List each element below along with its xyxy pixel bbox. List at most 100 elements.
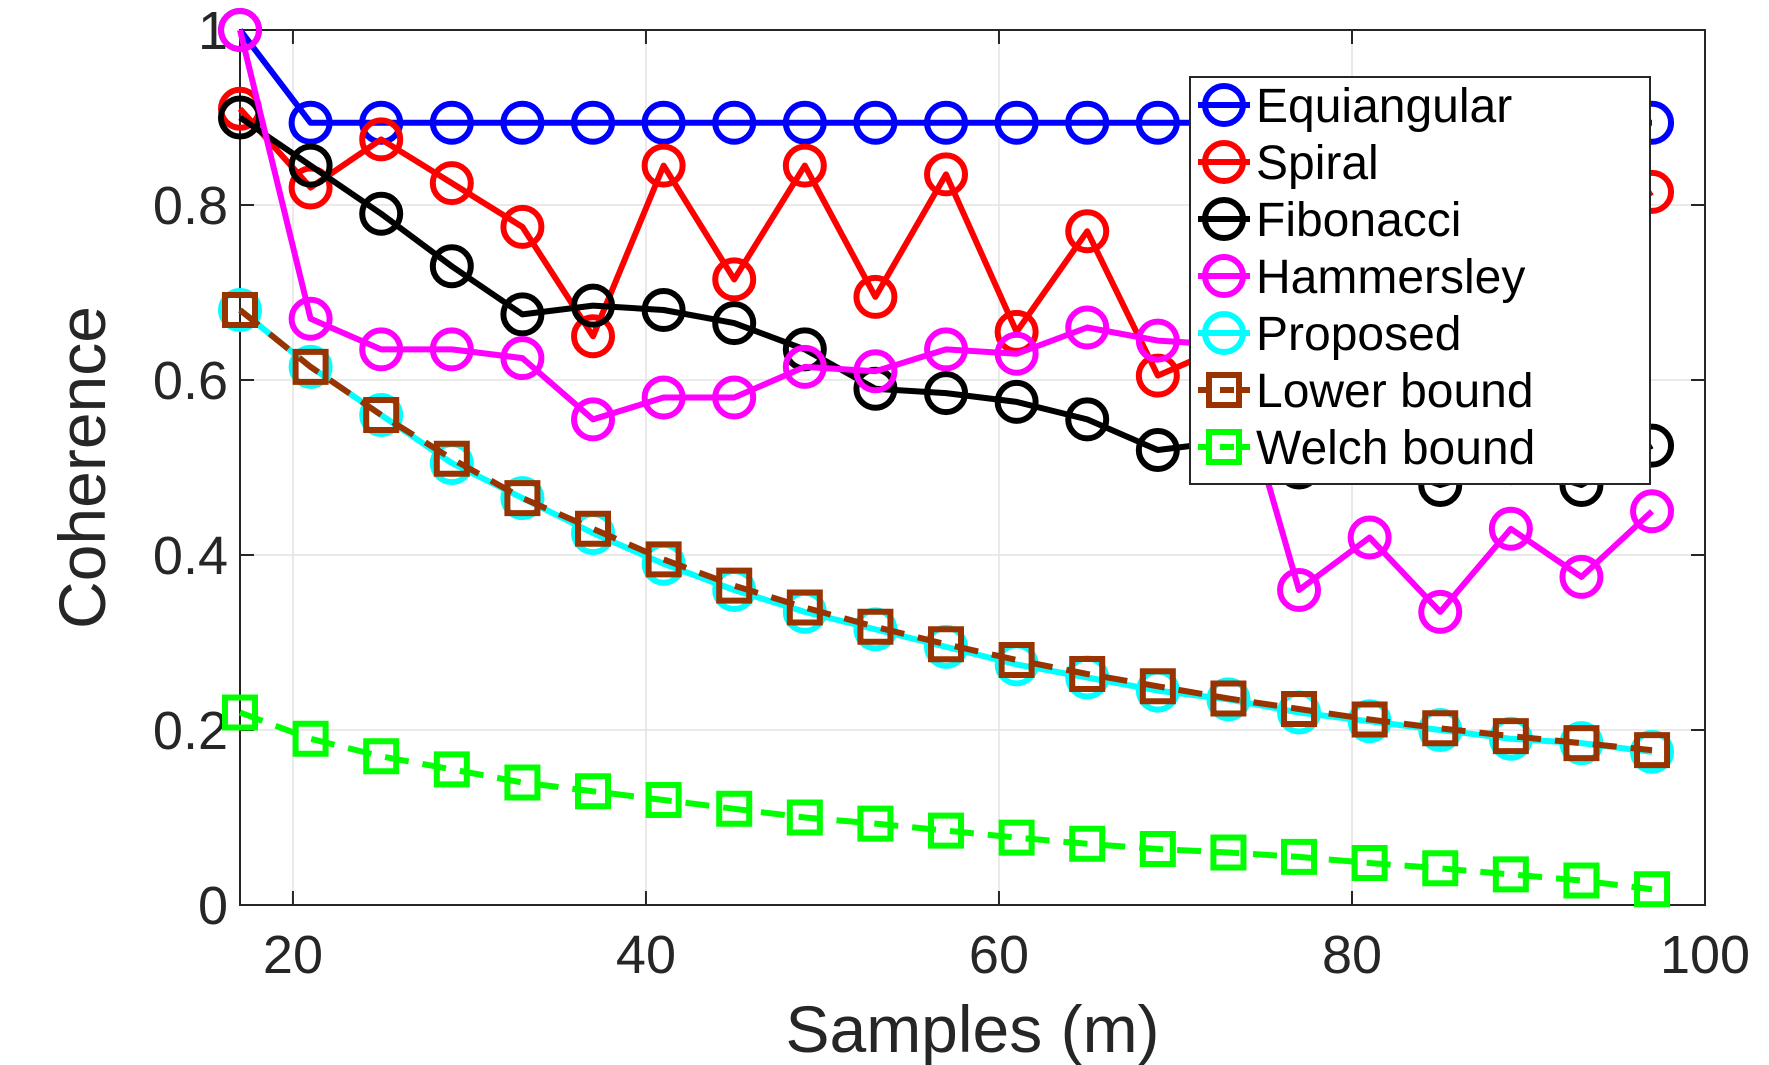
equiangular-marker	[500, 100, 545, 145]
equiangular-marker	[1065, 100, 1110, 145]
legend: EquiangularSpiralFibonacciHammersleyProp…	[1189, 76, 1651, 485]
legend-swatch-marker	[1202, 197, 1246, 241]
spiral-marker	[712, 257, 757, 302]
y-tick-label: 0.2	[153, 701, 228, 761]
x-tick-label: 100	[1660, 925, 1750, 985]
spiral-marker	[1065, 209, 1110, 254]
fibonacci-marker	[429, 244, 474, 289]
welch-bound-marker	[645, 782, 682, 818]
legend-swatch-marker	[1206, 372, 1242, 408]
welch-bound-marker	[928, 812, 965, 849]
legend-swatch-marker	[1202, 83, 1246, 127]
legend-label: Proposed	[1256, 308, 1461, 361]
fibonacci-marker	[641, 288, 686, 332]
equiangular-marker	[429, 100, 474, 145]
legend-swatch-marker	[1202, 254, 1246, 298]
lower-bound-marker	[645, 541, 682, 578]
equiangular-marker	[288, 100, 333, 145]
lower-bound-marker	[1351, 701, 1388, 738]
spiral-marker	[853, 274, 898, 319]
lower-bound-marker	[1563, 725, 1600, 762]
lower-bound-marker	[504, 480, 541, 517]
hammersley-marker	[1630, 489, 1675, 534]
lower-bound-marker	[928, 626, 965, 663]
y-tick-label: 0.6	[153, 351, 228, 411]
legend-swatch-marker	[1202, 140, 1246, 184]
legend-swatch-marker	[1206, 429, 1242, 465]
welch-bound-marker	[363, 738, 400, 775]
lower-bound-line	[238, 307, 1653, 754]
spiral-marker	[924, 152, 969, 197]
welch-bound-marker	[222, 694, 258, 731]
lower-bound-marker	[857, 608, 894, 645]
lower-bound-marker	[222, 292, 258, 328]
hammersley-line	[237, 29, 1655, 615]
welch-bound-marker	[1634, 871, 1671, 908]
lower-bound-marker	[998, 642, 1035, 678]
welch-bound-marker	[1281, 838, 1318, 875]
lower-bound-marker	[716, 567, 753, 604]
fibonacci-marker	[500, 292, 545, 337]
hammersley-marker	[1559, 554, 1604, 599]
equiangular-marker	[1135, 100, 1180, 145]
fibonacci-marker	[288, 143, 333, 188]
hammersley-marker	[500, 336, 545, 381]
hammersley-marker	[712, 375, 757, 420]
hammersley-marker	[1277, 568, 1322, 612]
welch-bound-marker	[786, 799, 823, 836]
series-welch-bound	[222, 694, 1671, 908]
x-axis-label: Samples (m)	[785, 992, 1159, 1065]
hammersley-marker	[429, 327, 474, 372]
welch-bound-marker	[1139, 831, 1176, 867]
equiangular-marker	[571, 100, 616, 145]
fibonacci-marker	[359, 191, 404, 236]
x-tick-label: 40	[616, 925, 676, 985]
hammersley-marker	[571, 397, 616, 442]
legend-item-fibonacci: Fibonacci	[1198, 194, 1461, 247]
proposed-marker	[500, 476, 545, 521]
hammersley-marker	[924, 327, 969, 372]
welch-bound-marker	[504, 764, 541, 801]
legend-box	[1189, 76, 1651, 485]
legend-item-lower-bound: Lower bound	[1198, 365, 1534, 418]
welch-bound-marker	[575, 773, 612, 810]
plot-area	[239, 29, 1706, 906]
spiral-marker	[641, 143, 686, 188]
welch-bound-marker	[433, 751, 470, 788]
hammersley-marker	[359, 327, 404, 372]
legend-label: Welch bound	[1256, 422, 1535, 475]
spiral-marker	[429, 161, 474, 206]
lower-bound-marker	[1069, 656, 1106, 692]
hammersley-marker	[994, 331, 1039, 376]
legend-label: Spiral	[1256, 137, 1379, 190]
y-tick-label: 0.8	[153, 176, 228, 236]
welch-bound-line	[238, 709, 1653, 893]
fibonacci-marker	[712, 301, 757, 346]
legend-label: Hammersley	[1256, 251, 1525, 304]
lower-bound-marker	[575, 510, 612, 547]
spiral-marker	[782, 143, 827, 188]
welch-bound-marker	[1563, 862, 1600, 899]
y-tick-label: 0.4	[153, 526, 228, 586]
hammersley-marker	[218, 8, 262, 52]
equiangular-marker	[712, 100, 757, 145]
legend-item-equiangular: Equiangular	[1198, 80, 1512, 133]
spiral-marker	[500, 204, 545, 249]
welch-bound-marker	[857, 805, 894, 842]
welch-bound-marker	[1351, 845, 1388, 881]
welch-bound-marker	[1210, 834, 1247, 871]
x-tick-label: 20	[263, 925, 323, 985]
hammersley-marker	[1065, 305, 1110, 350]
lower-bound-marker	[363, 397, 400, 433]
equiangular-marker	[994, 100, 1039, 145]
lower-bound-marker	[1422, 710, 1459, 747]
legend-item-proposed: Proposed	[1198, 308, 1461, 361]
hammersley-marker	[1418, 589, 1463, 634]
equiangular-marker	[641, 100, 686, 145]
fibonacci-marker	[571, 283, 616, 328]
series-lower-bound	[222, 292, 1671, 769]
fibonacci-marker	[924, 371, 969, 416]
lower-bound-marker	[1492, 718, 1529, 755]
lower-bound-marker	[1634, 732, 1671, 769]
hammersley-marker	[1347, 515, 1392, 560]
